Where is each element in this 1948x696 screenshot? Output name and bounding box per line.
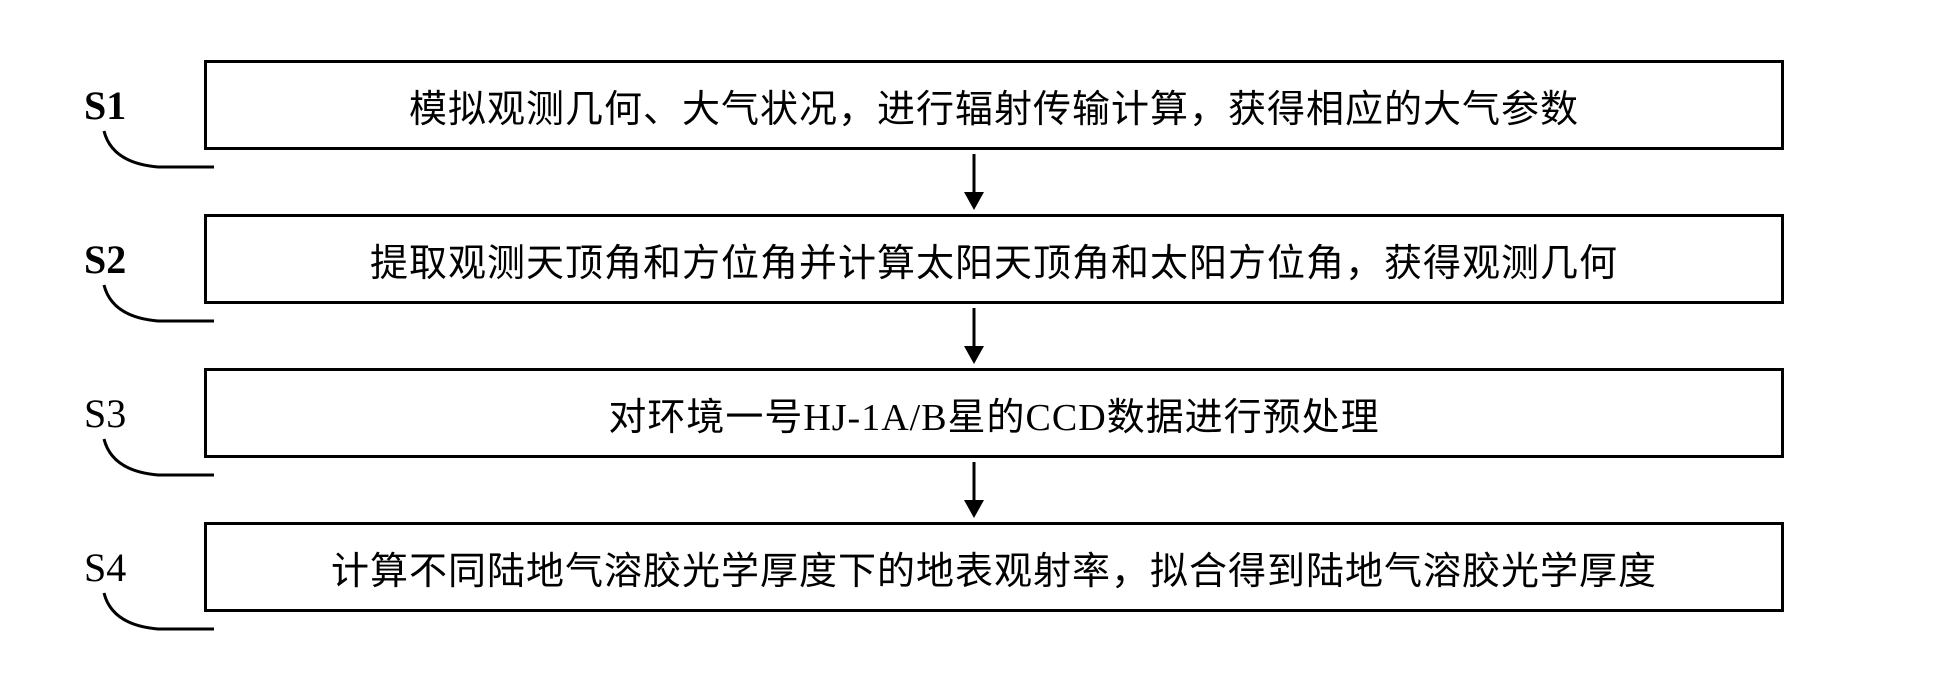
step-text-s3: 对环境一号HJ-1A/B星的CCD数据进行预处理 (608, 386, 1379, 441)
step-label-s1: S1 (84, 82, 204, 129)
step-id-s2: S2 (84, 237, 126, 282)
step-id-s4: S4 (84, 545, 126, 590)
flow-row-s1: S1 模拟观测几何、大气状况，进行辐射传输计算，获得相应的大气参数 (84, 60, 1864, 150)
step-connector-curve-s4 (84, 591, 214, 641)
step-connector-curve-s3 (84, 437, 214, 487)
step-label-s3: S3 (84, 390, 204, 437)
flow-row-s2: S2 提取观测天顶角和方位角并计算太阳天顶角和太阳方位角，获得观测几何 (84, 214, 1864, 304)
flow-row-s4: S4 计算不同陆地气溶胶光学厚度下的地表观射率，拟合得到陆地气溶胶光学厚度 (84, 522, 1864, 612)
step-label-s4: S4 (84, 544, 204, 591)
step-box-s2: 提取观测天顶角和方位角并计算太阳天顶角和太阳方位角，获得观测几何 (204, 214, 1784, 304)
step-id-s3: S3 (84, 391, 126, 436)
step-connector-curve-s1 (84, 129, 214, 179)
step-box-s1: 模拟观测几何、大气状况，进行辐射传输计算，获得相应的大气参数 (204, 60, 1784, 150)
flowchart-container: S1 模拟观测几何、大气状况，进行辐射传输计算，获得相应的大气参数 S2 (84, 60, 1864, 612)
step-box-s4: 计算不同陆地气溶胶光学厚度下的地表观射率，拟合得到陆地气溶胶光学厚度 (204, 522, 1784, 612)
step-text-s4: 计算不同陆地气溶胶光学厚度下的地表观射率，拟合得到陆地气溶胶光学厚度 (331, 540, 1657, 595)
arrow-s3-s4 (962, 462, 986, 518)
arrow-s1-s2 (962, 154, 986, 210)
step-box-s3: 对环境一号HJ-1A/B星的CCD数据进行预处理 (204, 368, 1784, 458)
step-text-s1: 模拟观测几何、大气状况，进行辐射传输计算，获得相应的大气参数 (409, 78, 1579, 133)
step-id-s1: S1 (84, 83, 126, 128)
step-label-s2: S2 (84, 236, 204, 283)
arrow-s2-s3 (962, 308, 986, 364)
step-text-s2: 提取观测天顶角和方位角并计算太阳天顶角和太阳方位角，获得观测几何 (370, 232, 1618, 287)
step-connector-curve-s2 (84, 283, 214, 333)
flow-row-s3: S3 对环境一号HJ-1A/B星的CCD数据进行预处理 (84, 368, 1864, 458)
